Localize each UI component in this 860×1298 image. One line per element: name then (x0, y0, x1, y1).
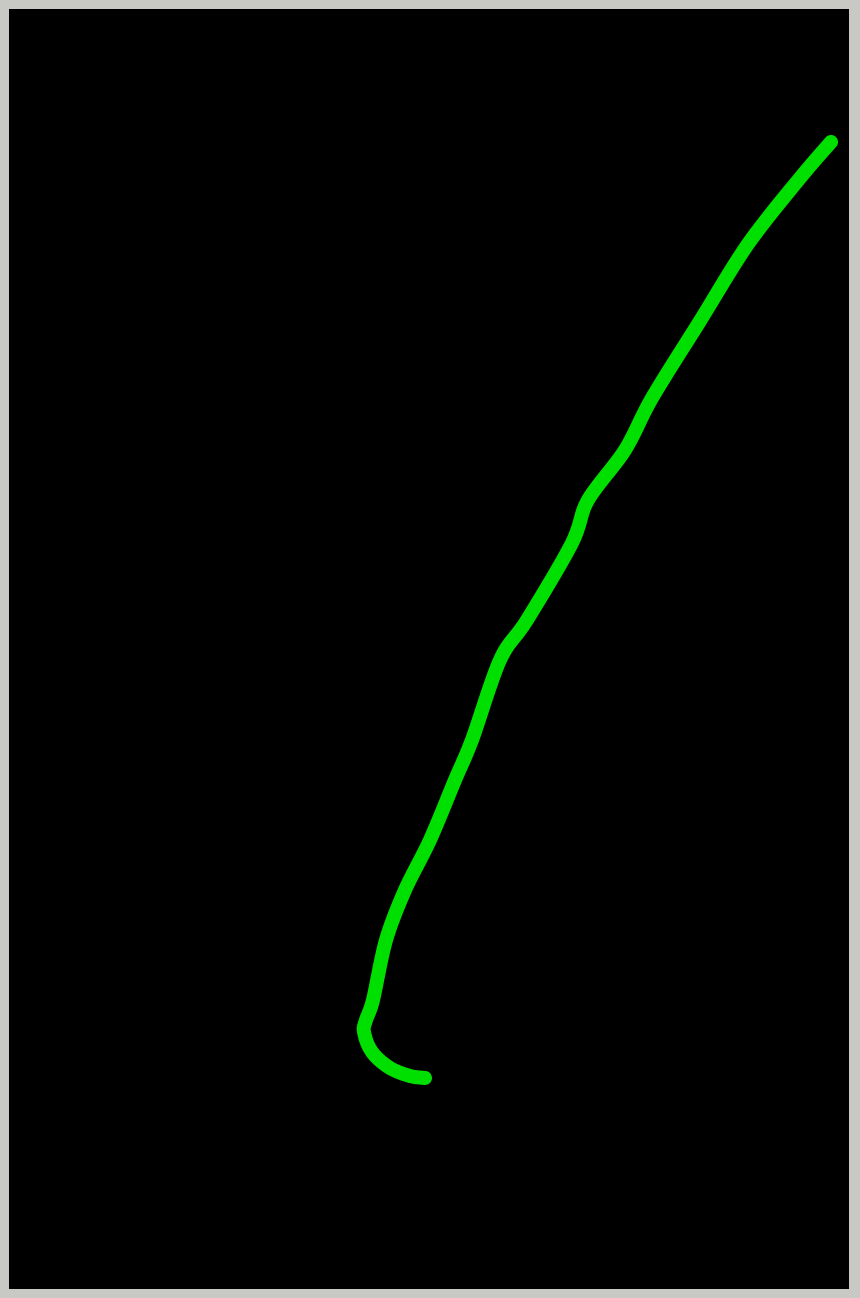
drawing-surface[interactable] (9, 9, 849, 1289)
